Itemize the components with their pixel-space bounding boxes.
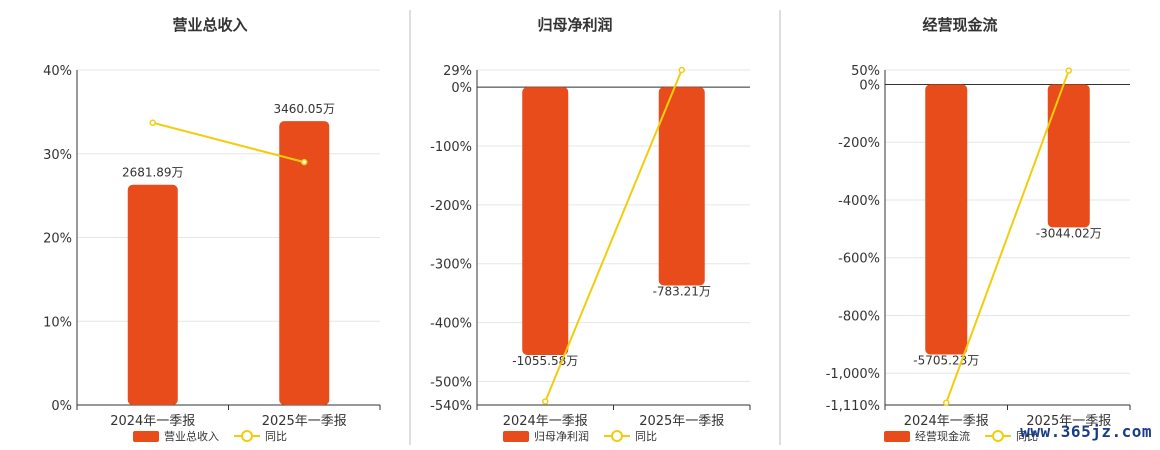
panel1-legend-bar-label: 营业总收入 xyxy=(164,429,219,443)
panel2-y-tick-label: -100% xyxy=(430,140,472,155)
panel2-legend-bar-swatch xyxy=(503,431,529,442)
panel1-line-point xyxy=(149,119,156,127)
panel1-x-category-label: 2024年一季报 xyxy=(110,414,195,429)
panel3-title: 经营现金流 xyxy=(922,16,997,34)
panel2-legend-line-label: 同比 xyxy=(635,430,657,443)
panel2-legend-bar-label: 归母净利润 xyxy=(534,429,589,443)
panel2-bar xyxy=(522,87,569,355)
panel1-y-tick-label: 10% xyxy=(43,315,72,330)
panel1-bar xyxy=(127,184,178,405)
panel3-bar-data-label: -5705.23万 xyxy=(913,353,979,367)
panel2-y-tick-label: -540% xyxy=(430,399,472,414)
panel1-legend-line-marker xyxy=(241,430,253,442)
panel2-x-category-label: 2025年一季报 xyxy=(639,414,724,429)
panel2-bar-data-label: -1055.58万 xyxy=(512,354,578,368)
panel3-y-tick-label: -1,110% xyxy=(826,399,880,414)
panel1-y-tick-label: 20% xyxy=(43,232,72,247)
panel3-line-point xyxy=(1065,67,1072,74)
panel3-legend-bar-swatch xyxy=(884,431,910,442)
watermark-text: www.365jz.com xyxy=(1020,422,1152,441)
panel2-line-series xyxy=(544,69,683,402)
panel2-x-category-label: 2024年一季报 xyxy=(503,414,588,429)
panel1-y-tick-label: 0% xyxy=(51,399,72,414)
panel3-y-tick-label: 0% xyxy=(859,78,880,93)
panel1-x-category-label: 2025年一季报 xyxy=(262,414,347,429)
panel2-y-tick-label: 29% xyxy=(443,64,472,79)
panel3-y-tick-label: -600% xyxy=(838,252,880,267)
panel2-bar-data-label: -783.21万 xyxy=(653,284,711,298)
panel3-bar-data-label: -3044.02万 xyxy=(1036,226,1102,240)
panel3-bar xyxy=(1047,84,1090,228)
panel3-legend-line-marker xyxy=(992,430,1004,442)
panel2-y-tick-label: -500% xyxy=(430,375,472,390)
panel3-legend-bar-label: 经营现金流 xyxy=(915,429,970,443)
panel3-y-tick-label: 50% xyxy=(851,64,880,79)
panel3-y-tick-label: -200% xyxy=(838,136,880,151)
panel1-bar-data-label: 2681.89万 xyxy=(122,166,184,180)
panel1-bar-data-label: 3460.05万 xyxy=(273,102,335,116)
panel3-x-category-label: 2024年一季报 xyxy=(904,414,989,429)
panel2-y-tick-label: -200% xyxy=(430,199,472,214)
panel2-line-point xyxy=(678,66,685,74)
panel1-legend-line-label: 同比 xyxy=(265,430,287,443)
panel2-y-tick-label: 0% xyxy=(451,81,472,96)
panel1-line-series xyxy=(152,121,305,164)
panel3-line-series xyxy=(945,70,1070,404)
panel2-bar xyxy=(658,87,705,286)
panel1-bar xyxy=(279,121,330,406)
panel3-x-category-label: 2025年一季报 xyxy=(1026,414,1111,429)
panel1-y-tick-label: 30% xyxy=(43,148,72,163)
panel3-y-tick-label: -400% xyxy=(838,194,880,209)
panel3-y-tick-label: -800% xyxy=(838,309,880,324)
panel3-bar xyxy=(925,84,968,355)
panel3-line-point xyxy=(943,399,950,406)
panel2-legend-line-marker xyxy=(611,430,623,442)
panel3-legend-line-label: 同比 xyxy=(1016,430,1038,443)
panel2-y-tick-label: -300% xyxy=(430,258,472,273)
panel3-y-tick-label: -1,000% xyxy=(826,367,880,382)
panel1-title: 营业总收入 xyxy=(172,16,247,34)
panel2-line-point xyxy=(542,398,549,405)
panel1-y-tick-label: 40% xyxy=(43,64,72,79)
panel1-line-point xyxy=(301,158,308,166)
panel2-title: 归母净利润 xyxy=(537,16,612,34)
panel1-legend-bar-swatch xyxy=(133,431,159,442)
panel2-y-tick-label: -400% xyxy=(430,317,472,332)
